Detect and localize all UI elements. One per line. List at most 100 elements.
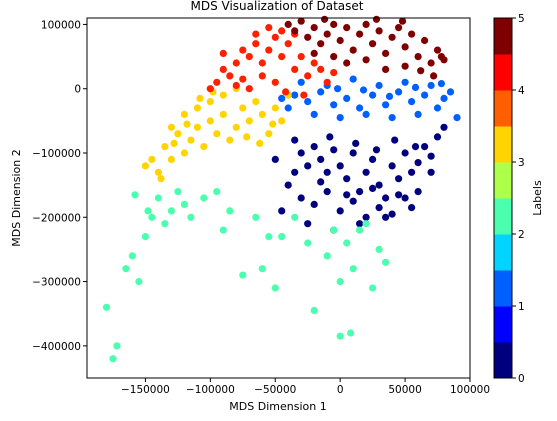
scatter-point: [167, 155, 175, 163]
colorbar-segment: [494, 306, 512, 343]
x-tick-label: 0: [337, 384, 344, 396]
scatter-point: [343, 175, 351, 183]
scatter-point: [411, 143, 420, 151]
scatter-point: [343, 59, 351, 67]
scatter-point: [408, 204, 416, 212]
scatter-point: [200, 143, 208, 151]
scatter-point: [427, 81, 435, 90]
scatter-point: [219, 226, 227, 234]
scatter-point: [109, 355, 117, 363]
scatter-point: [411, 83, 420, 91]
scatter-point: [356, 30, 364, 38]
scatter-point: [232, 123, 240, 131]
scatter-point: [252, 98, 260, 106]
x-tick-label: −50000: [254, 384, 296, 396]
colorbar-segment: [494, 198, 512, 235]
scatter-point: [278, 117, 286, 125]
scatter-point: [408, 30, 416, 38]
scatter-point: [382, 213, 390, 221]
scatter-point: [356, 104, 364, 112]
scatter-point: [336, 332, 344, 340]
y-tick-label: −300000: [32, 277, 81, 289]
scatter-point: [372, 15, 381, 23]
scatter-point: [395, 175, 403, 183]
scatter-point: [128, 252, 136, 260]
colorbar-frame: [493, 17, 513, 379]
scatter-point: [252, 30, 260, 38]
scatter-point: [421, 91, 429, 99]
scatter-point: [265, 24, 273, 32]
scatter-point: [401, 62, 409, 70]
scatter-point: [362, 20, 370, 28]
scatter-point: [265, 233, 273, 241]
scatter-point: [401, 194, 409, 202]
scatter-point: [157, 175, 165, 183]
scatter-point: [213, 78, 221, 86]
colorbar-segment: [494, 90, 512, 127]
scatter-point: [440, 94, 448, 102]
scatter-point: [252, 40, 260, 48]
scatter-point: [304, 220, 312, 228]
scatter-point: [310, 143, 318, 151]
scatter-point: [401, 149, 409, 157]
scatter-point: [148, 213, 156, 221]
scatter-point: [321, 15, 329, 23]
scatter-point: [362, 168, 370, 176]
scatter-point: [388, 114, 396, 122]
scatter-point: [446, 88, 455, 96]
scatter-point: [144, 207, 152, 215]
scatter-point: [414, 110, 422, 118]
scatter-point: [414, 53, 422, 61]
colorbar-segment: [494, 342, 512, 379]
scatter-point: [278, 53, 286, 61]
scatter-point: [304, 239, 312, 247]
scatter-point: [291, 213, 299, 221]
scatter-point: [291, 65, 299, 73]
scatter-point: [282, 88, 290, 96]
y-axis-label: MDS Dimension 2: [10, 149, 23, 246]
scatter-point: [278, 94, 286, 102]
scatter-point: [271, 155, 279, 163]
scatter-point: [239, 75, 247, 83]
scatter-point: [336, 207, 344, 215]
scatter-point: [310, 49, 318, 58]
scatter-point: [391, 136, 399, 144]
scatter-point: [291, 91, 299, 99]
scatter-point: [232, 81, 240, 90]
scatter-point: [256, 139, 264, 147]
colorbar-segment: [494, 126, 512, 163]
scatter-point: [317, 88, 325, 96]
scatter-point: [356, 188, 364, 196]
scatter-point: [226, 136, 234, 144]
scatter-point: [193, 104, 201, 112]
scatter-point: [245, 53, 253, 61]
scatter-point: [408, 168, 416, 176]
scatter-point: [310, 24, 318, 32]
scatter-point: [334, 85, 342, 93]
scatter-point: [278, 27, 286, 35]
scatter-point: [148, 155, 156, 163]
scatter-point: [252, 213, 260, 221]
scatter-point: [317, 40, 325, 48]
scatter-point: [193, 123, 201, 131]
colorbar-segment: [494, 18, 512, 55]
scatter-point: [239, 104, 247, 112]
colorbar-tick-label: 5: [518, 13, 525, 25]
scatter-point: [398, 17, 407, 25]
y-tick-label: 100000: [41, 19, 81, 31]
scatter-point: [336, 114, 344, 122]
plot-frame: [86, 17, 471, 379]
scatter-point: [453, 114, 461, 122]
scatter-point: [323, 188, 331, 196]
scatter-point: [300, 91, 308, 99]
scatter-point: [131, 191, 139, 199]
scatter-point: [382, 65, 390, 73]
scatter-point: [427, 59, 435, 67]
scatter-point: [310, 110, 318, 118]
scatter-point: [349, 197, 357, 205]
scatter-point: [180, 149, 188, 157]
y-tick-label: −100000: [32, 148, 81, 160]
scatter-point: [304, 33, 312, 41]
scatter-point: [219, 110, 227, 118]
scatter-point: [330, 226, 338, 234]
